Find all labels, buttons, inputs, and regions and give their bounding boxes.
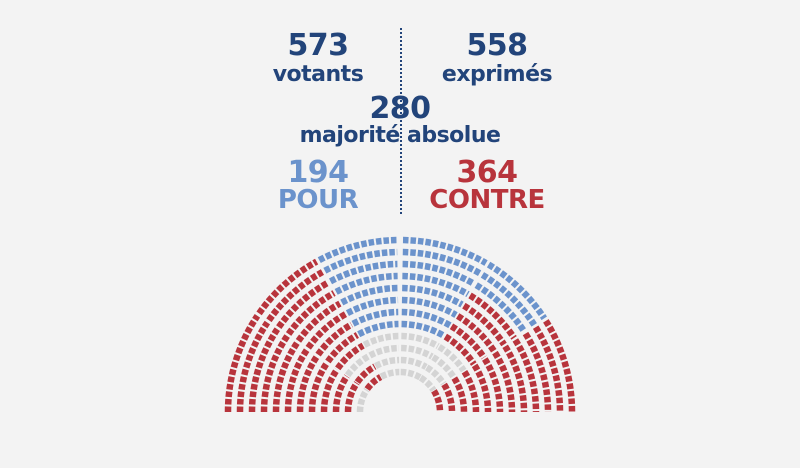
majorite-label: majorité absolue (299, 123, 501, 148)
seat-arc-s5-r10 (532, 325, 564, 413)
seat-arc-s2-r6 (345, 296, 399, 317)
seat-arc-s2-r0 (379, 368, 400, 380)
seat-arc-s5-r4 (471, 363, 492, 413)
seat-arc-s4-r5 (449, 323, 487, 360)
pour-count: 194 (287, 155, 349, 190)
seat-arc-s2-r1 (374, 356, 400, 370)
seat-arc-s2-r4 (357, 320, 399, 338)
seat-arc-s3-r3 (401, 332, 440, 350)
seat-arc-s0-r10 (236, 320, 271, 413)
exprimes-label: exprimés (441, 62, 553, 87)
seat-arc-s0-r3 (320, 367, 340, 413)
seat-arc-s0-r4 (308, 360, 330, 413)
votants-count: 573 (287, 28, 349, 63)
seat-arc-s4-r1 (424, 364, 447, 386)
exprimes-count: 558 (466, 28, 528, 63)
seat-arc-s2-r8 (334, 272, 398, 295)
seat-arc-s4-r3 (437, 344, 467, 373)
seat-arc-s2-r10 (323, 248, 398, 274)
seat-arc-s5-r9 (522, 331, 552, 413)
seat-arc-s4-r7 (462, 302, 507, 347)
seat-arc-s0-r0 (356, 387, 370, 413)
seat-arc-s1-r3 (335, 342, 365, 371)
seat-arc-s3-r2 (400, 344, 434, 360)
seat-arc-s4-r8 (468, 292, 517, 340)
seat-arc-s2-r5 (351, 308, 399, 327)
seat-arc-s5-r11 (543, 319, 576, 413)
seat-arc-s1-r0 (364, 374, 383, 392)
seat-arc-s1-r8 (285, 290, 336, 336)
seat-arc-s2-r7 (340, 284, 398, 306)
seat-arc-s3-r7 (402, 284, 464, 308)
seat-arc-s2-r2 (368, 344, 400, 359)
seat-arc-s4-r0 (418, 374, 437, 393)
seat-arc-s0-r11 (224, 314, 261, 413)
seat-arc-s5-r1 (441, 382, 456, 413)
seat-arc-s1-r10 (266, 269, 325, 323)
seat-arc-s4-r4 (443, 333, 477, 366)
seat-arc-s0-r2 (332, 374, 350, 413)
seat-arc-s1-r6 (305, 311, 348, 350)
votants-label: votants (272, 62, 364, 87)
seat-arc-s4-r9 (474, 282, 527, 334)
seat-arc-s3-r8 (402, 272, 470, 298)
seat-arc-s2-r11 (317, 236, 398, 264)
seat-arc-s3-r1 (400, 356, 428, 370)
seat-arc-s1-r5 (315, 321, 354, 357)
seat-arc-s1-r1 (354, 363, 377, 385)
seat-arc-s3-r6 (401, 296, 458, 318)
seat-arc-s1-r7 (295, 300, 342, 343)
seat-arc-s1-r9 (276, 279, 330, 330)
seat-arc-s4-r10 (480, 272, 537, 327)
seat-arc-s3-r5 (401, 308, 452, 329)
seat-arc-s4-r6 (455, 313, 497, 353)
seat-arc-s3-r9 (402, 260, 476, 287)
seat-arc-s5-r7 (502, 344, 528, 413)
seat-arc-s4-r2 (431, 354, 457, 380)
seat-arc-s3-r0 (400, 368, 422, 381)
seat-arc-s0-r1 (344, 381, 360, 413)
seat-arc-s5-r8 (512, 338, 540, 413)
pour-label: POUR (277, 185, 359, 215)
seat-arc-s1-r11 (256, 258, 319, 316)
seat-arc-s0-r6 (284, 347, 310, 413)
seat-arc-s0-r9 (248, 327, 281, 413)
seat-arc-s3-r4 (401, 320, 446, 339)
dotted-divider (400, 28, 402, 214)
seat-arc-s5-r2 (451, 376, 468, 413)
seat-arc-s1-r4 (325, 332, 359, 364)
seat-arc-s4-r11 (486, 261, 547, 321)
contre-count: 364 (456, 155, 518, 190)
seat-arc-s5-r3 (461, 370, 480, 413)
contre-label: CONTRE (429, 185, 545, 215)
seat-arc-s5-r5 (482, 357, 504, 413)
seat-arc-s3-r11 (402, 236, 488, 266)
seat-arc-s5-r6 (492, 350, 516, 413)
seat-arc-s3-r10 (402, 248, 482, 277)
seat-arc-s5-r0 (431, 389, 444, 413)
seat-arc-s1-r2 (344, 353, 371, 378)
seat-arc-s2-r3 (362, 332, 399, 348)
majorite-count: 280 (369, 91, 431, 126)
seat-arc-s0-r5 (296, 354, 320, 413)
seat-arc-s2-r9 (328, 260, 398, 285)
seat-arc-s0-r8 (260, 334, 290, 413)
